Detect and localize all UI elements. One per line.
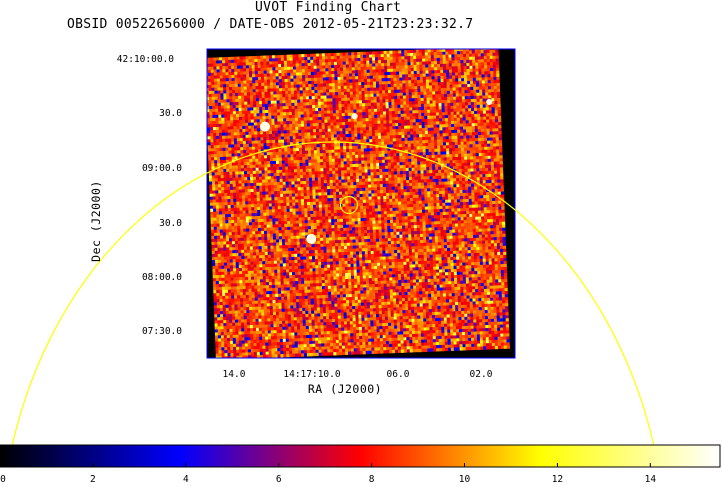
y-axis-label: Dec (J2000) (89, 180, 103, 262)
chart-title: UVOT Finding Chart (255, 0, 402, 15)
x-tick-label: 14:17:10.0 (283, 369, 340, 380)
colorbar-tick-label: 0 (0, 474, 6, 485)
colorbar-tick-label: 12 (552, 474, 563, 485)
colorbar-tick-label: 6 (276, 474, 282, 485)
y-tick-labels: 42:10:00.0 30.0 09:00.0 30.0 08:00.0 07:30.0 (117, 54, 182, 337)
colorbar-tick-label: 2 (90, 474, 96, 485)
field-of-view-arc (11, 141, 655, 447)
y-tick-label: 07:30.0 (142, 326, 182, 337)
y-tick-label: 30.0 (159, 218, 182, 229)
y-tick-label: 30.0 (159, 108, 182, 119)
x-axis-label: RA (J2000) (308, 382, 382, 396)
x-tick-label: 02.0 (470, 369, 493, 380)
colorbar-tick-label: 4 (183, 474, 189, 485)
x-tick-labels: 14.0 14:17:10.0 06.0 02.0 (223, 369, 493, 380)
target-circle (339, 195, 359, 215)
chart-subtitle: OBSID 00522656000 / DATE-OBS 2012-05-21T… (67, 17, 474, 32)
colorbar-ticks: 0 2 4 6 8 10 12 14 (0, 463, 656, 485)
colorbar-tick-label: 8 (369, 474, 375, 485)
y-tick-label: 08:00.0 (142, 272, 182, 283)
sky-image (207, 49, 511, 358)
colorbar-tick-label: 14 (645, 474, 657, 485)
colorbar-tick-label: 10 (459, 474, 471, 485)
image-border (206, 48, 516, 359)
colorbar (0, 444, 721, 468)
faint-star (351, 113, 358, 120)
bright-star-2 (306, 233, 317, 244)
x-tick-label: 14.0 (223, 369, 246, 380)
bright-star-1 (259, 121, 270, 132)
x-tick-label: 06.0 (387, 369, 410, 380)
y-tick-label: 09:00.0 (142, 163, 182, 174)
y-tick-label: 42:10:00.0 (117, 54, 174, 65)
faint-star (486, 99, 493, 106)
